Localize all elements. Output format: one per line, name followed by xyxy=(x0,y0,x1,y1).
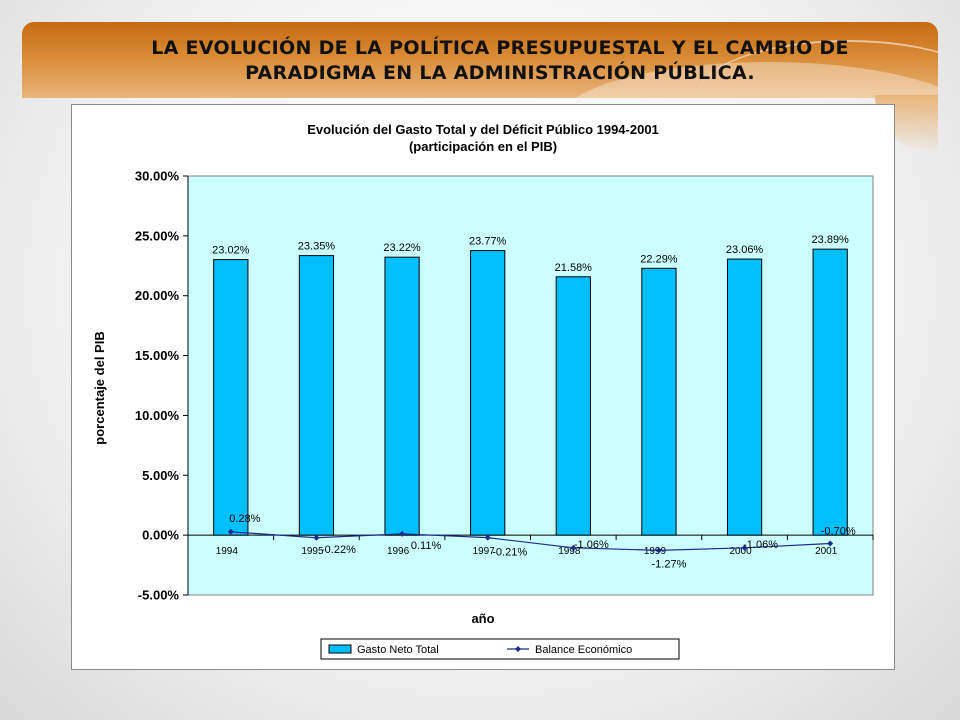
legend-label-balance: Balance Económico xyxy=(535,644,632,656)
slide-title: LA EVOLUCIÓN DE LA POLÍTICA PRESUPUESTAL… xyxy=(151,37,849,84)
title-banner xyxy=(22,22,938,98)
bar-gasto-neto-total xyxy=(298,255,335,536)
line-data-label: 0.28% xyxy=(229,513,260,525)
bar-data-label: 23.22% xyxy=(383,242,421,254)
chart-frame: Evolución del Gasto Total y del Déficit … xyxy=(71,104,895,670)
y-tick-label: 5.00% xyxy=(142,468,179,483)
bar-gasto-neto-total xyxy=(384,256,420,536)
bar-data-label: 23.35% xyxy=(298,241,336,253)
y-tick-label: 30.00% xyxy=(135,169,180,184)
y-tick-label: 15.00% xyxy=(135,348,180,363)
y-tick-label: 25.00% xyxy=(135,228,180,243)
bar-gasto-neto-total xyxy=(812,248,848,536)
line-data-label: -0.21% xyxy=(492,547,527,559)
x-tick-label: 1998 xyxy=(558,546,581,557)
chart-subtitle: (participación en el PIB) xyxy=(409,139,557,154)
bar-gasto-neto-total xyxy=(641,267,677,536)
bar-data-label: 23.06% xyxy=(726,244,764,256)
legend-box xyxy=(320,638,680,660)
line-point-marker xyxy=(741,544,748,551)
chart-svg: Evolución del Gasto Total y del Déficit … xyxy=(92,122,874,660)
x-tick-label: 1996 xyxy=(387,546,410,557)
line-point-marker xyxy=(399,530,406,537)
chart-title: Evolución del Gasto Total y del Déficit … xyxy=(307,122,659,137)
line-point-marker xyxy=(313,534,320,541)
line-point-marker xyxy=(655,547,662,554)
line-data-label: -0.22% xyxy=(321,544,356,556)
legend-label-gasto: Gasto Neto Total xyxy=(357,644,439,656)
line-data-label: -1.27% xyxy=(652,558,687,570)
bar-data-label: 22.29% xyxy=(640,253,678,265)
x-tick-label: 1995 xyxy=(301,546,324,557)
x-tick-label: 2001 xyxy=(815,546,838,557)
y-tick-label: 10.00% xyxy=(135,408,180,423)
x-tick-label: 1994 xyxy=(216,546,239,557)
bar-gasto-neto-total xyxy=(555,276,591,536)
bar-data-label: 23.89% xyxy=(812,234,850,246)
plot-area xyxy=(187,175,874,596)
line-point-marker xyxy=(570,544,577,551)
x-tick-label: 1999 xyxy=(644,546,667,557)
line-data-label: 0.11% xyxy=(411,540,442,552)
line-point-marker xyxy=(827,540,834,547)
x-tick-label: 2000 xyxy=(729,546,752,557)
bar-gasto-neto-total xyxy=(470,250,506,536)
bar-data-label: 23.02% xyxy=(212,245,250,257)
bar-data-label: 23.77% xyxy=(469,236,507,248)
bar-gasto-neto-total xyxy=(213,259,249,536)
line-data-label: -1.06% xyxy=(743,539,778,551)
y-tick-label: 0.00% xyxy=(142,528,179,543)
banner-decoration-line xyxy=(698,40,938,98)
bar-gasto-neto-total xyxy=(726,258,763,536)
y-tick-label: 20.00% xyxy=(135,288,180,303)
legend-swatch-gasto xyxy=(328,644,352,654)
line-data-label: -1.06% xyxy=(574,539,609,551)
bar-data-label: 21.58% xyxy=(555,262,593,274)
line-point-marker xyxy=(227,528,234,535)
line-point-marker xyxy=(484,534,491,541)
line-data-label: -0.70% xyxy=(821,526,856,538)
y-axis-title: porcentaje del PIB xyxy=(92,331,107,444)
line-balance-economico xyxy=(230,531,831,551)
x-axis-title: año xyxy=(471,611,494,626)
legend-swatch-balance-marker xyxy=(515,646,521,652)
x-tick-label: 1997 xyxy=(473,546,496,557)
y-tick-label: -5.00% xyxy=(138,588,180,603)
